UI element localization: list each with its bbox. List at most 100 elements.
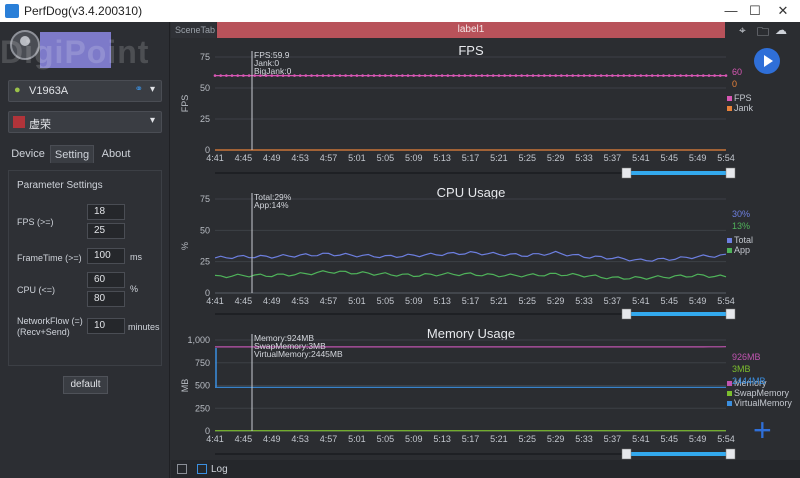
data-point (321, 74, 325, 77)
fps-threshold-2[interactable]: 25 (87, 223, 125, 239)
y-tick-label: 750 (195, 358, 210, 368)
data-point (361, 74, 364, 77)
slider-handle-right[interactable] (725, 448, 736, 460)
x-tick-label: 4:53 (291, 296, 309, 306)
expand-toggle[interactable] (177, 464, 187, 474)
close-button[interactable]: ✕ (777, 3, 789, 18)
cpu-threshold-1[interactable]: 60 (87, 272, 125, 288)
slider-handle-left[interactable] (621, 448, 632, 460)
legend-label: Jank (734, 103, 754, 113)
tab-setting[interactable]: Setting (50, 145, 94, 163)
data-point (259, 74, 262, 77)
device-select[interactable]: ● V1963A ⚭ ▾ (8, 80, 162, 102)
data-point (412, 74, 415, 77)
x-tick-label: 5:13 (433, 153, 451, 163)
x-tick-label: 5:54 (717, 296, 735, 306)
chart-title: Memory Usage (427, 326, 515, 341)
data-point (315, 74, 319, 77)
avatar[interactable] (10, 30, 40, 60)
frametime-field[interactable]: 100 (87, 248, 125, 264)
data-point (702, 74, 705, 77)
x-tick-label: 4:57 (320, 296, 338, 306)
x-tick-label: 5:33 (575, 434, 593, 444)
x-tick-label: 5:17 (462, 153, 480, 163)
log-checkbox[interactable] (197, 464, 207, 474)
default-button[interactable]: default (63, 376, 108, 394)
data-point (491, 74, 495, 77)
data-point (429, 74, 433, 77)
x-tick-label: 5:05 (377, 296, 395, 306)
y-tick-label: 50 (200, 225, 210, 235)
data-point (344, 74, 347, 77)
label-tab[interactable]: label1 (217, 22, 725, 38)
scene-tab[interactable]: SceneTab (171, 22, 216, 38)
app-select[interactable]: 虚荣 ▾ (8, 111, 162, 133)
bottom-bar: Log (171, 460, 800, 478)
slider-handle-right[interactable] (725, 308, 736, 320)
slider-handle-right[interactable] (725, 167, 736, 179)
fps-threshold-1[interactable]: 18 (87, 204, 125, 220)
data-point (633, 74, 637, 77)
x-tick-label: 4:45 (235, 296, 253, 306)
cursor-readout: App:14% (254, 200, 289, 210)
slider-track (215, 313, 726, 315)
main-area: SceneTab label1 ⌖ 🗀 ☁ (171, 22, 800, 478)
slider-range (626, 312, 732, 316)
x-tick-label: 5:49 (689, 296, 707, 306)
networkflow-field[interactable]: 10 (87, 318, 125, 334)
x-tick-label: 5:01 (348, 153, 366, 163)
data-point (656, 74, 660, 77)
x-tick-label: 5:01 (348, 434, 366, 444)
x-tick-label: 5:29 (547, 296, 565, 306)
minimize-button[interactable]: — (724, 3, 738, 18)
data-point (594, 74, 597, 77)
data-point (537, 74, 540, 77)
x-tick-label: 5:54 (717, 434, 735, 444)
link-icon[interactable]: ⚭ (134, 84, 143, 95)
cpu-threshold-2[interactable]: 80 (87, 291, 125, 307)
data-point (446, 74, 450, 77)
x-tick-label: 5:25 (519, 153, 537, 163)
location-icon[interactable]: ⌖ (739, 23, 746, 37)
data-point (582, 74, 586, 77)
slider-range (626, 452, 732, 456)
network-label: NetworkFlow (=) (17, 316, 83, 326)
tab-device[interactable]: Device (11, 148, 45, 160)
slider-handle-left[interactable] (621, 167, 632, 179)
x-tick-label: 5:25 (519, 434, 537, 444)
x-tick-label: 5:29 (547, 153, 565, 163)
data-point (650, 74, 654, 77)
x-tick-label: 4:41 (206, 153, 224, 163)
data-point (423, 74, 427, 77)
cursor-readout: Total:29% (254, 192, 292, 202)
cpu-label: CPU (<=) (17, 285, 56, 295)
x-tick-label: 5:49 (689, 434, 707, 444)
data-point (503, 74, 506, 77)
data-point (372, 74, 376, 77)
x-tick-label: 5:09 (405, 153, 423, 163)
slider-handle-left[interactable] (621, 308, 632, 320)
x-tick-label: 5:33 (575, 153, 593, 163)
folder-icon[interactable]: 🗀 (757, 25, 770, 39)
legend-swatch (727, 248, 732, 253)
legend-label: Memory (734, 378, 767, 388)
data-point (622, 74, 626, 77)
series-last-value: 30% (732, 209, 750, 219)
x-tick-label: 5:09 (405, 296, 423, 306)
data-point (213, 74, 217, 77)
chart-title: CPU Usage (437, 185, 506, 200)
play-icon[interactable] (754, 48, 780, 74)
data-point (418, 74, 421, 77)
x-tick-label: 5:05 (377, 434, 395, 444)
series-line (214, 250, 727, 262)
maximize-button[interactable]: ☐ (749, 3, 761, 18)
plus-icon[interactable]: + (753, 412, 772, 448)
device-select-label: V1963A (29, 85, 69, 97)
series-last-value: 2444MB (732, 376, 766, 386)
data-point (531, 74, 535, 77)
cloud-icon[interactable]: ☁ (775, 23, 787, 37)
legend-label: VirtualMemory (734, 398, 792, 408)
data-point (219, 74, 222, 77)
app-select-label: 虚荣 (29, 119, 51, 131)
tab-about[interactable]: About (101, 148, 131, 160)
